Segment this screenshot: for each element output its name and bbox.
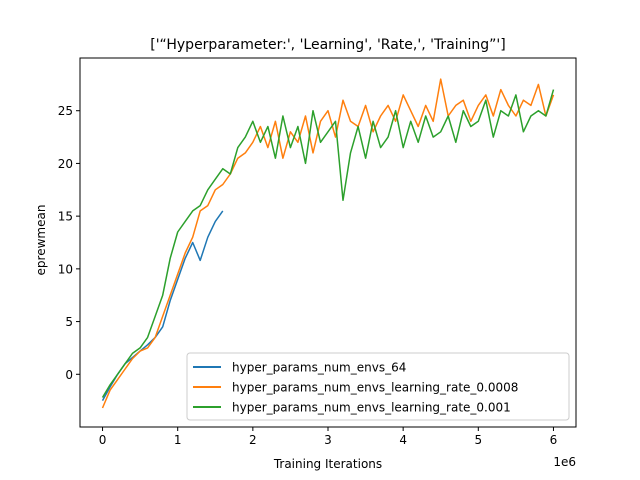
legend-entry-label: hyper_params_num_envs_learning_rate_0.00… [232, 381, 518, 395]
legend: hyper_params_num_envs_64 hyper_params_num… [186, 352, 570, 421]
series-layer [101, 78, 555, 409]
legend-entry-label: hyper_params_num_envs_learning_rate_0.00… [232, 401, 511, 415]
series-line-1 [101, 78, 555, 409]
x-axis-label: Training Iterations [273, 457, 382, 471]
x-axis-offset-label: 1e6 [553, 455, 576, 469]
y-tick-label: 20 [58, 157, 73, 171]
x-axis: 0 1 2 3 4 5 6 [99, 427, 558, 447]
y-tick-label: 5 [65, 315, 73, 329]
x-tick-label: 3 [324, 433, 332, 447]
y-tick-label: 15 [58, 210, 73, 224]
x-tick-label: 2 [249, 433, 257, 447]
chart-title: ['“Hyperparameter:', 'Learning', 'Rate,'… [150, 37, 506, 53]
legend-entry-label: hyper_params_num_envs_64 [232, 361, 406, 375]
legend-box [186, 352, 570, 421]
y-axis: 0 5 10 15 20 25 [58, 104, 80, 382]
y-tick-label: 10 [58, 262, 73, 276]
x-tick-label: 4 [399, 433, 407, 447]
x-tick-label: 1 [174, 433, 182, 447]
x-tick-label: 0 [99, 433, 107, 447]
y-tick-label: 25 [58, 104, 73, 118]
x-tick-label: 5 [474, 433, 482, 447]
y-axis-label: eprewmean [34, 205, 48, 276]
y-tick-label: 0 [65, 368, 73, 382]
series-line-2 [101, 89, 555, 398]
x-tick-label: 6 [550, 433, 558, 447]
